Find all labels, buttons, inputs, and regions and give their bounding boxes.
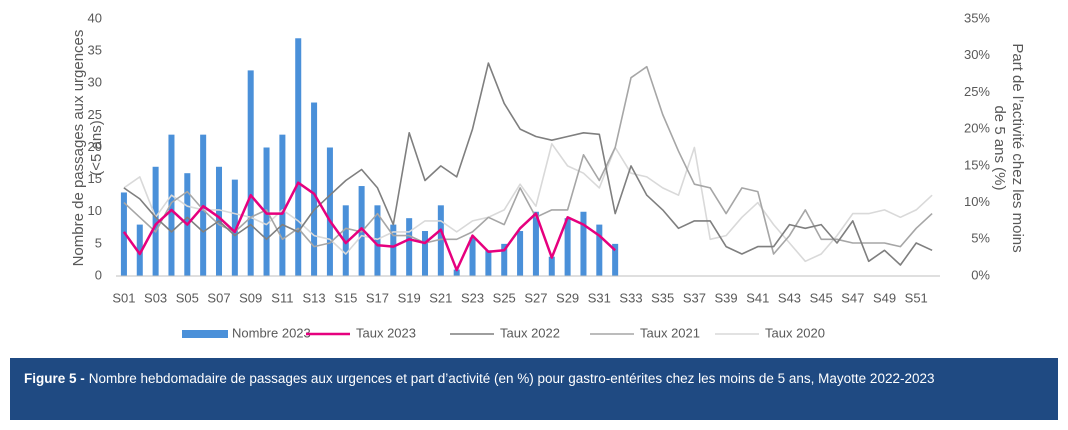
bar (596, 224, 603, 276)
bar (548, 256, 555, 276)
bar (311, 102, 318, 277)
x-tick-label: S07 (207, 290, 230, 305)
y2-tick-label: 5% (971, 231, 990, 246)
x-tick-label: S01 (112, 290, 135, 305)
bar (342, 205, 349, 276)
x-tick-label: S09 (239, 290, 262, 305)
y-tick-label: 15 (88, 171, 102, 186)
x-tick-label: S39 (715, 290, 738, 305)
y-tick-label: 30 (88, 75, 102, 90)
x-tick-label: S27 (524, 290, 547, 305)
bar (295, 38, 302, 277)
y-tick-label: 25 (88, 107, 102, 122)
bar (453, 269, 460, 276)
x-tick-label: S51 (905, 290, 928, 305)
bar (580, 211, 587, 276)
bar (231, 179, 238, 276)
x-tick-label: S21 (429, 290, 452, 305)
bar (120, 192, 127, 276)
bar (279, 134, 286, 276)
y2-tick-label: 10% (964, 194, 990, 209)
line-series (123, 65, 933, 255)
y-tick-label: 35 (88, 43, 102, 58)
x-tick-label: S13 (303, 290, 326, 305)
legend-label: Nombre 2023 (232, 325, 311, 340)
x-tick-label: S29 (556, 290, 579, 305)
y2-tick-label: 25% (964, 84, 990, 99)
x-tick-label: S25 (493, 290, 516, 305)
legend-label: Taux 2020 (765, 325, 825, 340)
legend-label: Taux 2023 (356, 325, 416, 340)
x-tick-label: S43 (778, 290, 801, 305)
bar (247, 70, 254, 277)
chart: 0 5 10 15 20 25 30 35 40 0% 5% 10% 15% 20% 25% 30% 35% S0… (88, 10, 991, 340)
x-tick-label: S17 (366, 290, 389, 305)
x-tick-label: S49 (873, 290, 896, 305)
line-series (122, 181, 617, 272)
y2-tick-label: 0% (971, 267, 990, 282)
y-axis-label: Nombre de passages aux urgences (<5 ans) (70, 29, 105, 267)
y-tick-label: 0 (95, 267, 102, 282)
legend-swatch (182, 330, 228, 338)
y2-tick-label: 35% (964, 10, 990, 25)
y-tick-label: 20 (88, 139, 102, 154)
bar (406, 218, 413, 276)
legend-label: Taux 2021 (640, 325, 700, 340)
x-tick-label: S19 (398, 290, 421, 305)
y2-tick-label: 20% (964, 121, 990, 136)
bar (517, 231, 524, 276)
caption-label: Figure 5 - (24, 371, 85, 386)
bar (421, 231, 429, 276)
line-series (123, 62, 933, 266)
x-tick-label: S15 (334, 290, 357, 305)
x-tick-label: S37 (683, 290, 706, 305)
x-tick-label: S33 (619, 290, 642, 305)
x-tick-label: S41 (746, 290, 769, 305)
bar (437, 205, 444, 276)
bar (390, 224, 397, 276)
caption: Figure 5 - Nombre hebdomadaire de passage… (10, 358, 1058, 420)
bar (564, 218, 571, 276)
bar (326, 147, 333, 276)
y-tick-label: 5 (95, 235, 102, 250)
bar (532, 211, 539, 276)
y-tick-label: 40 (88, 10, 102, 25)
bar (612, 243, 619, 276)
legend-label: Taux 2022 (500, 325, 560, 340)
x-tick-label: S35 (651, 290, 674, 305)
y-tick-label: 10 (88, 203, 102, 218)
bar (152, 166, 159, 276)
x-tick-label: S11 (271, 290, 293, 305)
y2-tick-label: 15% (964, 157, 990, 172)
y2-axis-label: Part de l’activité chez les moins de 5 a… (991, 43, 1026, 253)
caption-text: Nombre hebdomadaire de passages aux urge… (88, 371, 935, 386)
bar (501, 243, 508, 276)
x-tick-label: S05 (176, 290, 199, 305)
bar (469, 237, 476, 276)
bar (374, 205, 381, 276)
x-tick-label: S03 (144, 290, 167, 305)
x-tick-label: S47 (841, 290, 864, 305)
x-tick-label: S45 (810, 290, 833, 305)
bar (485, 250, 492, 276)
x-tick-label: S31 (588, 290, 611, 305)
bar (136, 224, 143, 276)
x-tick-label: S23 (461, 290, 484, 305)
y2-tick-label: 30% (964, 47, 990, 62)
bar (168, 134, 175, 276)
line-series (123, 143, 933, 263)
